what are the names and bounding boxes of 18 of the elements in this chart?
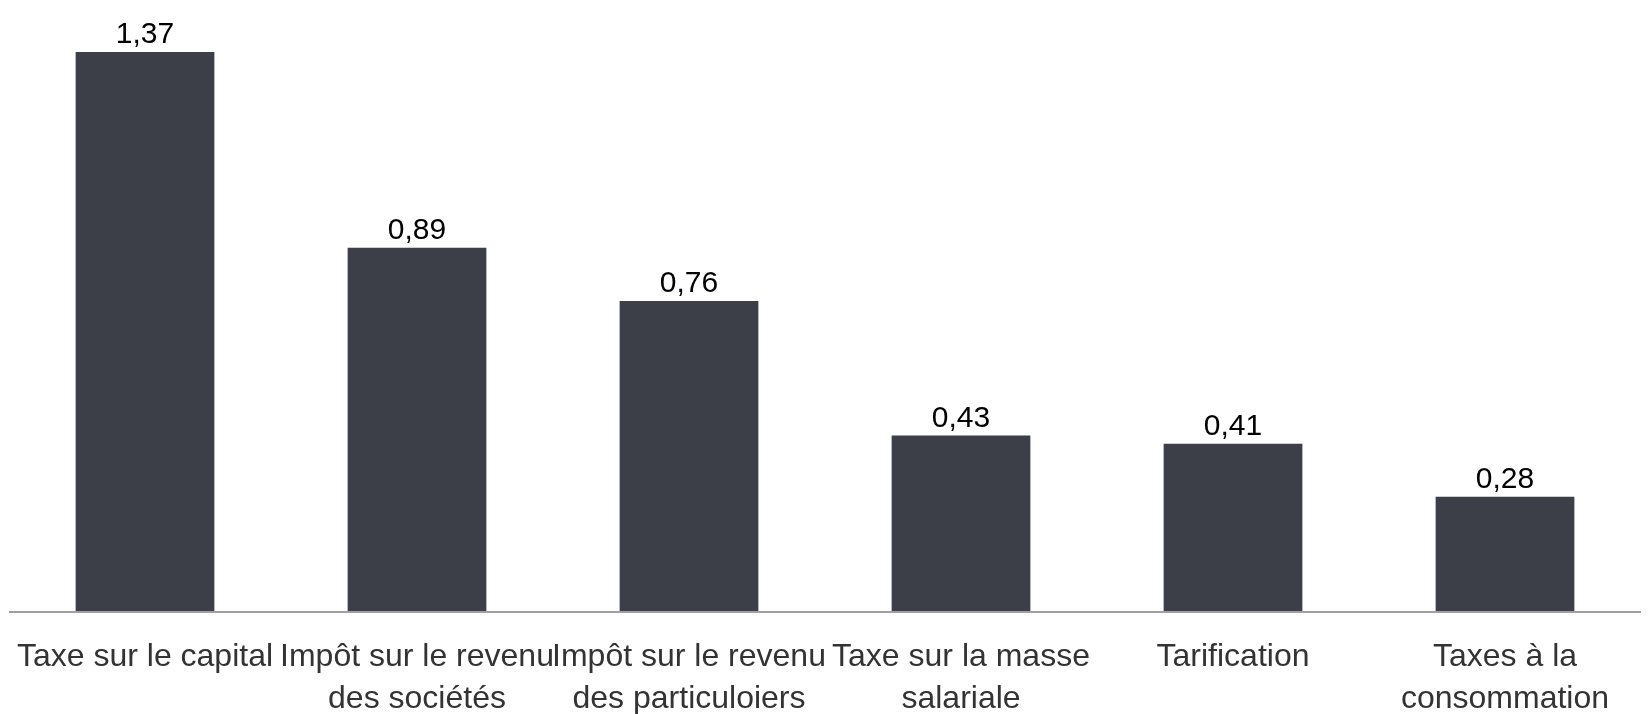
data-label: 0,89 xyxy=(387,211,447,245)
bar xyxy=(891,435,1031,611)
data-label: 0,43 xyxy=(931,399,991,433)
x-tick-label: Impôt sur le revenu des particuloiers xyxy=(552,637,826,714)
data-label: 0,76 xyxy=(659,264,719,298)
x-tick-label: Taxes à la consommation xyxy=(1400,637,1610,714)
x-tick-label: Taxe sur le capital xyxy=(16,637,274,674)
x-tick-label: Taxe sur la masse salariale xyxy=(832,637,1090,714)
bar xyxy=(1435,496,1575,611)
bar xyxy=(1163,443,1303,611)
bar xyxy=(619,300,759,611)
data-label: 0,28 xyxy=(1475,460,1535,494)
data-label: 0,41 xyxy=(1203,407,1263,441)
x-tick-label: Impôt sur le revenu des sociétés xyxy=(280,637,554,714)
bar xyxy=(75,52,215,611)
data-label: 1,37 xyxy=(115,16,175,49)
bar xyxy=(347,247,487,611)
x-tick-label: Tarification xyxy=(1156,637,1310,674)
